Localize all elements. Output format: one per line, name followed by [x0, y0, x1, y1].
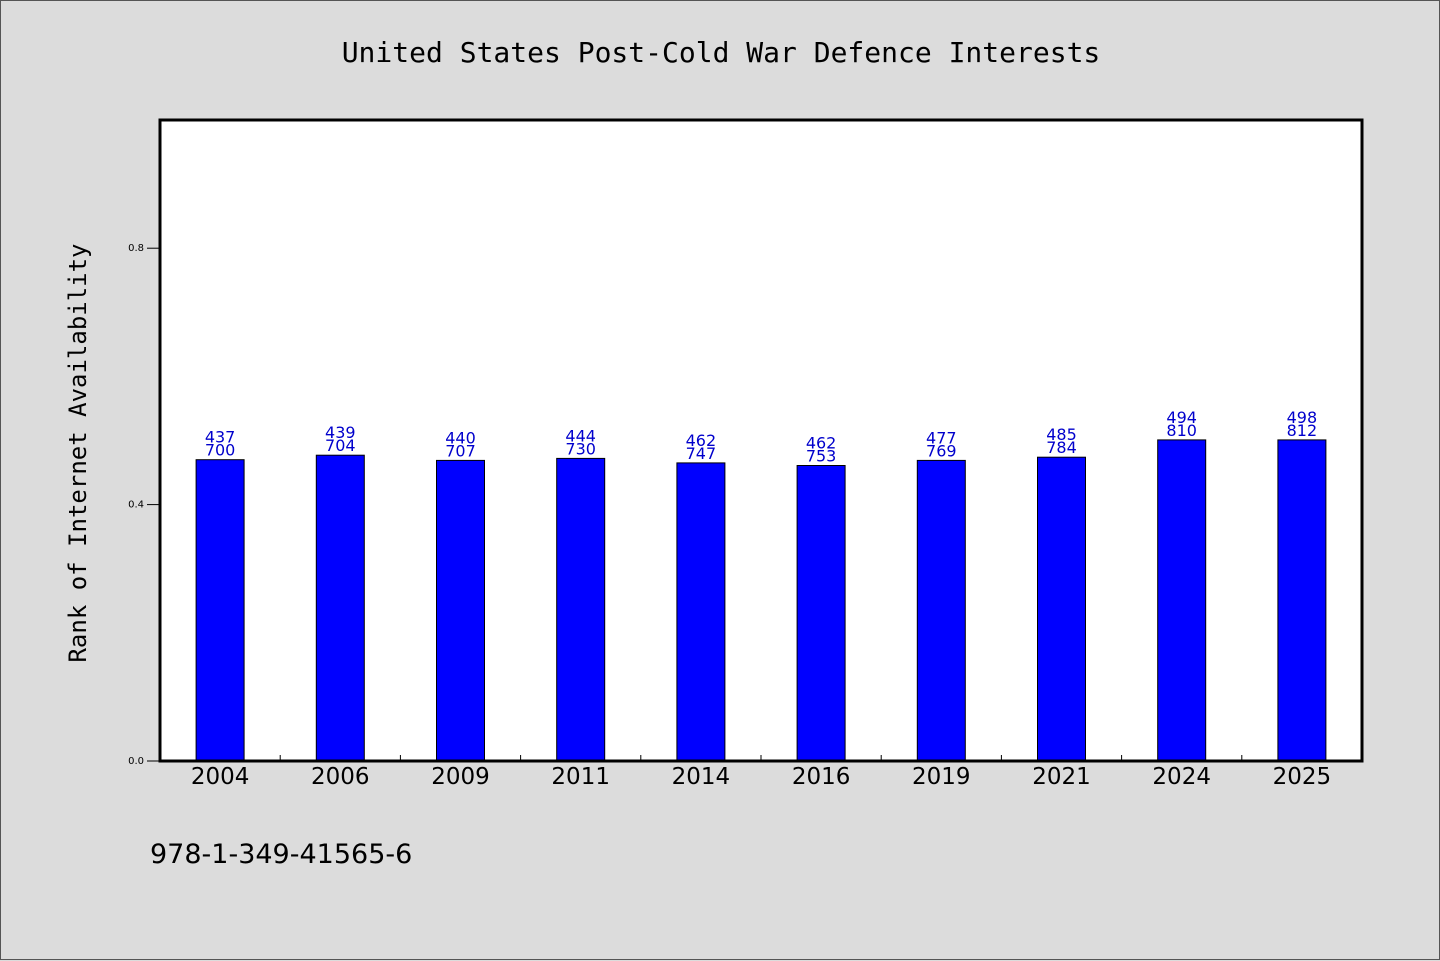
data-label-top-2016: 462: [806, 434, 837, 453]
data-label-top-2009: 440: [445, 428, 476, 447]
x-tick-label-2025: 2025: [1273, 764, 1332, 790]
y-ticks-group: 0.0 0.4 0.8: [128, 243, 160, 767]
y-tick-label-0.4: 0.4: [128, 500, 144, 511]
x-tick-label-2021: 2021: [1032, 764, 1091, 790]
bar-2004: [195, 459, 245, 762]
x-tick-label-2024: 2024: [1152, 764, 1211, 790]
data-label-bottom-2004: 700: [205, 441, 236, 460]
data-label-bottom-2014: 747: [686, 444, 717, 463]
bar-2009: [436, 459, 485, 762]
x-tick-label-2006: 2006: [311, 764, 370, 790]
data-label-top-2025: 498: [1287, 408, 1318, 427]
data-label-bottom-2021: 784: [1046, 438, 1077, 457]
data-label-top-2011: 444: [565, 426, 596, 445]
data-label-top-2006: 439: [325, 423, 356, 442]
data-label-top-2024: 494: [1166, 408, 1197, 427]
x-tick-label-2016: 2016: [792, 764, 851, 790]
bars-group: [195, 439, 1327, 762]
data-label-bottom-2024: 810: [1166, 421, 1197, 440]
footer-isbn: 978-1-349-41565-6: [150, 839, 412, 870]
x-tick-label-2009: 2009: [431, 764, 490, 790]
bar-2024: [1157, 439, 1207, 762]
bar-2016: [796, 465, 846, 762]
data-label-top-2014: 462: [686, 431, 717, 450]
bar-2019: [916, 459, 966, 762]
data-label-top-2004: 437: [205, 428, 236, 447]
x-tick-label-2011: 2011: [551, 764, 610, 790]
data-label-bottom-2006: 704: [325, 436, 356, 455]
bar-2011: [556, 457, 606, 762]
x-tick-label-2019: 2019: [912, 764, 971, 790]
chart-title: United States Post-Cold War Defence Inte…: [342, 36, 1101, 69]
data-label-bottom-2019: 769: [926, 441, 957, 460]
data-label-top-2019: 477: [926, 428, 957, 447]
data-label-top-2021: 485: [1046, 425, 1077, 444]
bar-2025: [1277, 439, 1327, 762]
x-ticks-group: 2004 2006 2009 2011 2014 2016 2019 2021 2024 2025: [191, 755, 1331, 790]
y-axis-label: Rank of Internet Availability: [64, 243, 92, 662]
data-label-bottom-2025: 812: [1287, 421, 1318, 440]
plot-border: [158, 118, 1364, 763]
data-label-bottom-2016: 753: [806, 447, 837, 466]
x-tick-label-2014: 2014: [672, 764, 731, 790]
bar-2006: [315, 454, 365, 762]
y-tick-label-0.0: 0.0: [128, 756, 144, 767]
bar-2014: [676, 462, 726, 762]
bar-2021: [1037, 456, 1086, 762]
data-label-bottom-2011: 730: [565, 439, 596, 458]
x-tick-label-2004: 2004: [191, 764, 250, 790]
data-label-bottom-2009: 707: [445, 441, 476, 460]
y-tick-label-0.8: 0.8: [128, 243, 144, 254]
